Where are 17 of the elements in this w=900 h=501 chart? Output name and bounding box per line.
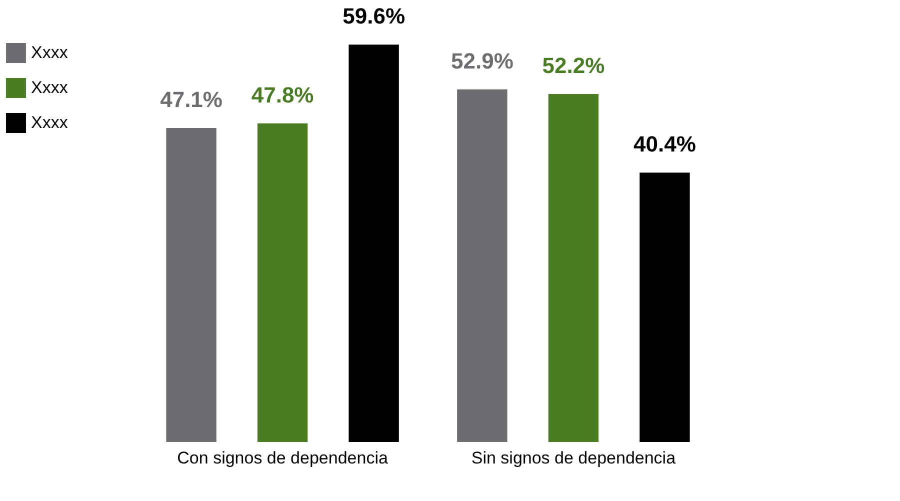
data-label: 47.1% bbox=[160, 87, 222, 112]
x-tick-label: Con signos de dependencia bbox=[177, 448, 388, 468]
bar bbox=[548, 94, 599, 442]
data-label: 47.8% bbox=[251, 82, 314, 108]
bar bbox=[348, 44, 399, 442]
data-label: 52.2% bbox=[542, 53, 605, 78]
bar bbox=[257, 123, 308, 442]
data-label: 52.9% bbox=[450, 48, 514, 74]
bar bbox=[457, 89, 508, 442]
legend-label: Xxxx bbox=[31, 113, 68, 132]
legend-label: Xxxx bbox=[31, 43, 68, 62]
x-tick-label: Sin signos de dependencia bbox=[471, 448, 676, 468]
bar bbox=[166, 128, 216, 442]
data-label: 59.6% bbox=[342, 4, 406, 29]
bar bbox=[640, 172, 690, 442]
legend-label: Xxxx bbox=[31, 78, 68, 97]
data-label: 40.4% bbox=[634, 132, 696, 157]
